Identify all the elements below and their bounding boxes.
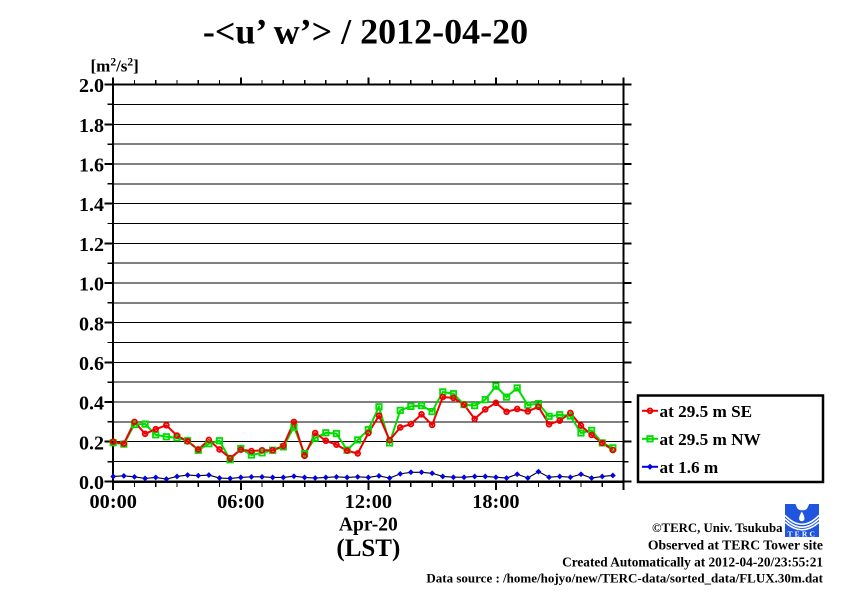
- svg-text:[m2/s2]: [m2/s2]: [91, 57, 139, 76]
- svg-text:TERC: TERC: [787, 530, 817, 539]
- svg-text:1.2: 1.2: [79, 234, 104, 256]
- svg-text:06:00: 06:00: [217, 491, 264, 513]
- svg-text:0.4: 0.4: [79, 393, 104, 415]
- svg-text:at 29.5 m SE: at 29.5 m SE: [660, 402, 753, 421]
- svg-text:0.2: 0.2: [79, 432, 104, 454]
- svg-text:Created Automatically at 2012-: Created Automatically at 2012-04-20/23:5…: [562, 554, 823, 569]
- svg-text:Observed at TERC Tower site: Observed at TERC Tower site: [648, 538, 823, 553]
- svg-text:Apr-20: Apr-20: [339, 514, 398, 535]
- svg-text:1.6: 1.6: [79, 155, 104, 177]
- svg-text:1.8: 1.8: [79, 115, 104, 137]
- svg-text:00:00: 00:00: [90, 491, 137, 513]
- svg-text:-<u’ w’> / 2012-04-20: -<u’ w’> / 2012-04-20: [203, 12, 528, 52]
- svg-text:0.8: 0.8: [79, 313, 104, 335]
- svg-text:at 29.5 m NW: at 29.5 m NW: [660, 430, 761, 449]
- svg-text:©TERC, Univ. Tsukuba: ©TERC, Univ. Tsukuba: [652, 521, 783, 535]
- svg-text:0.0: 0.0: [79, 472, 104, 494]
- svg-text:1.0: 1.0: [79, 274, 104, 296]
- svg-text:12:00: 12:00: [345, 491, 392, 513]
- svg-text:0.6: 0.6: [79, 353, 104, 375]
- svg-text:(LST): (LST): [336, 535, 400, 562]
- svg-text:1.4: 1.4: [79, 194, 104, 216]
- svg-text:2.0: 2.0: [79, 75, 104, 97]
- svg-text:Data source : /home/hojyo/new/: Data source : /home/hojyo/new/TERC-data/…: [426, 571, 823, 586]
- svg-text:18:00: 18:00: [472, 491, 519, 513]
- svg-text:at 1.6 m: at 1.6 m: [660, 458, 719, 477]
